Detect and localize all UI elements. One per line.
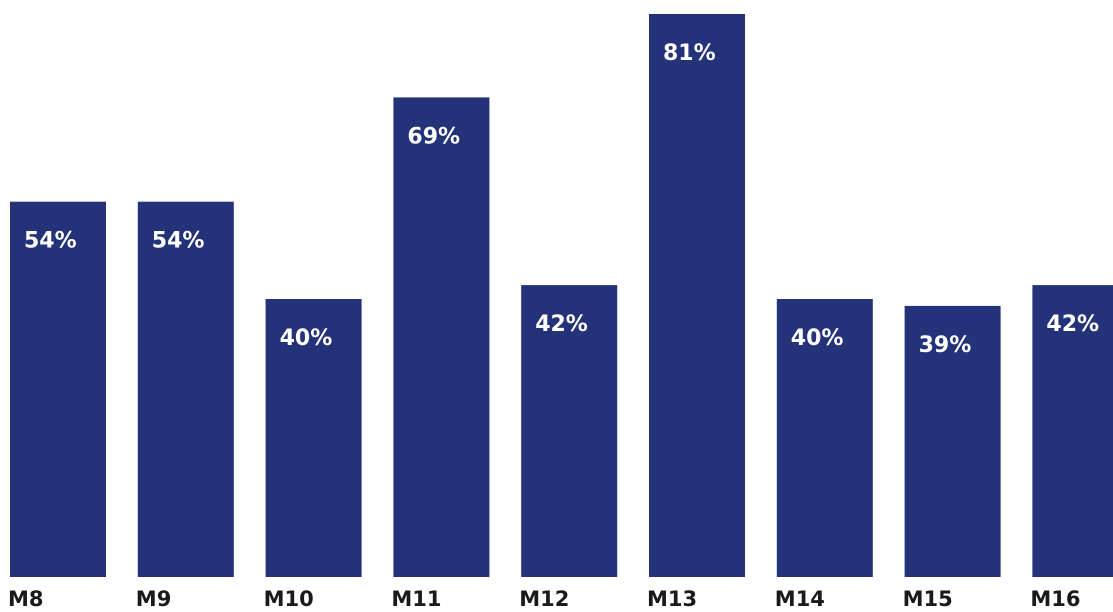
bars-group <box>10 14 1113 578</box>
value-label-m8: 54% <box>24 229 77 254</box>
value-label-m14: 40% <box>791 326 844 351</box>
bar-m14 <box>776 299 873 577</box>
category-label-m15: M15 <box>903 587 953 611</box>
value-label-m12: 42% <box>535 312 588 337</box>
bar-m8 <box>10 201 106 577</box>
bar-m13 <box>649 14 745 577</box>
bar-m15 <box>904 305 1001 577</box>
bar-m10 <box>265 299 362 577</box>
value-label-m10: 40% <box>280 326 333 351</box>
category-label-m10: M10 <box>264 587 314 611</box>
value-label-m13: 81% <box>663 41 716 66</box>
value-label-m11: 69% <box>407 124 460 149</box>
bar-m11 <box>393 97 490 578</box>
value-label-m9: 54% <box>152 229 205 254</box>
category-label-m8: M8 <box>8 587 44 611</box>
value-label-m15: 39% <box>919 333 972 358</box>
value-labels-group: 54% 54% 40% 69% 42% 81% 40% 39% 42% <box>24 41 1099 358</box>
category-label-m14: M14 <box>775 587 825 611</box>
bar-m16 <box>1032 285 1113 577</box>
category-label-m9: M9 <box>136 587 172 611</box>
category-labels-group: M8 M9 M10 M11 M12 M13 M14 M15 M16 <box>8 587 1081 611</box>
category-label-m11: M11 <box>391 587 441 611</box>
value-label-m16: 42% <box>1046 312 1099 337</box>
category-label-m12: M12 <box>519 587 569 611</box>
category-label-m13: M13 <box>647 587 697 611</box>
bar-m12 <box>521 285 618 577</box>
bar-m9 <box>137 201 234 577</box>
category-label-m16: M16 <box>1030 587 1080 611</box>
